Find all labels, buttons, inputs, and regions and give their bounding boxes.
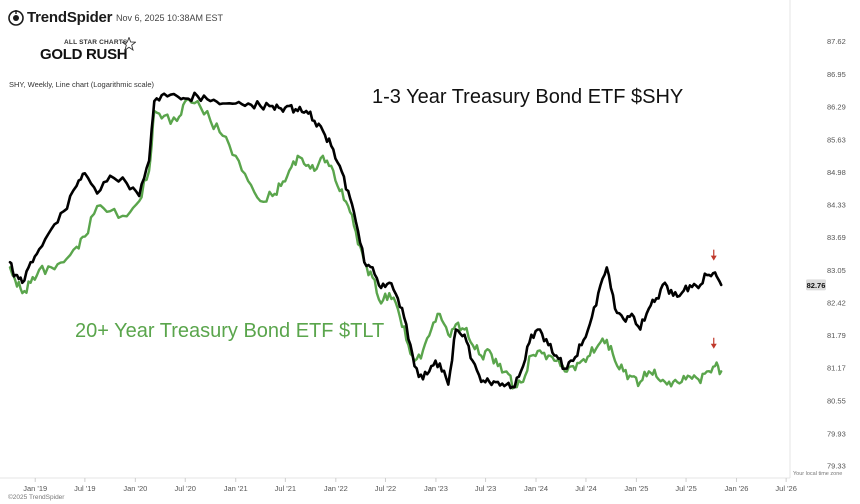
y-tick-label: 79.93 bbox=[827, 429, 846, 438]
x-axis: Jan '19 Jul '19 Jan '20 Jul '20 Jan '21 Jul '… bbox=[23, 478, 797, 493]
y-tick-label: 83.69 bbox=[827, 233, 846, 242]
last-price-label: 82.76 bbox=[807, 281, 826, 290]
brand-logo: TrendSpider bbox=[8, 9, 113, 26]
y-tick-label: 82.42 bbox=[827, 298, 846, 307]
y-tick-label: 81.17 bbox=[827, 364, 846, 373]
x-tick-label: Jul '22 bbox=[375, 484, 396, 493]
last-price-badge: 82.76 bbox=[806, 279, 826, 291]
series-group bbox=[8, 91, 723, 390]
y-tick-label: 87.62 bbox=[827, 37, 846, 46]
brand-name: TrendSpider bbox=[27, 9, 113, 26]
last-price-badge-box bbox=[806, 279, 826, 291]
down-arrow-icon bbox=[710, 343, 717, 349]
x-tick-label: Jul '19 bbox=[74, 484, 95, 493]
tlt-series-line bbox=[8, 97, 723, 390]
y-tick-label: 79.33 bbox=[827, 462, 846, 471]
x-tick-label: Jul '20 bbox=[175, 484, 196, 493]
y-tick-label: 86.95 bbox=[827, 70, 846, 79]
badge-top-text: ALL STAR CHARTS bbox=[64, 39, 128, 46]
badge-main-text: GOLD RUSH bbox=[40, 46, 128, 63]
down-arrow-icon bbox=[710, 255, 717, 261]
copyright: ©2025 TrendSpider bbox=[8, 493, 65, 501]
gold-rush-badge: ALL STAR CHARTS GOLD RUSH bbox=[40, 37, 140, 67]
x-tick-label: Jul '26 bbox=[775, 484, 796, 493]
shy-series-line bbox=[8, 91, 723, 390]
x-tick-label: Jan '25 bbox=[624, 484, 648, 493]
x-tick-label: Jan '24 bbox=[524, 484, 548, 493]
tlt-annotation: 20+ Year Treasury Bond ETF $TLT bbox=[75, 320, 384, 342]
y-tick-label: 86.29 bbox=[827, 103, 846, 112]
x-tick-label: Jan '19 bbox=[23, 484, 47, 493]
annotation-group: 1-3 Year Treasury Bond ETF $SHY 20+ Year … bbox=[75, 86, 683, 342]
trendspider-logo-icon bbox=[8, 9, 24, 26]
x-tick-label: Jan '20 bbox=[123, 484, 147, 493]
x-tick-label: Jul '24 bbox=[575, 484, 596, 493]
x-tick-label: Jan '21 bbox=[224, 484, 248, 493]
y-axis: 87.62 86.95 86.29 85.63 84.98 84.33 83.69 83.05… bbox=[827, 37, 846, 470]
y-tick-label: 84.98 bbox=[827, 168, 846, 177]
y-tick-label: 84.33 bbox=[827, 201, 846, 210]
x-tick-label: Jul '25 bbox=[675, 484, 696, 493]
chart-header: TrendSpider Nov 6, 2025 10:38AM EST ALL … bbox=[0, 0, 790, 95]
shy-annotation: 1-3 Year Treasury Bond ETF $SHY bbox=[372, 86, 683, 108]
chart-subtitle: SHY, Weekly, Line chart (Logarithmic sca… bbox=[9, 80, 155, 89]
x-tick-label: Jul '21 bbox=[275, 484, 296, 493]
chart-timestamp: Nov 6, 2025 10:38AM EST bbox=[116, 13, 224, 23]
x-tick-label: Jan '23 bbox=[424, 484, 448, 493]
marker-group bbox=[710, 249, 717, 349]
x-tick-label: Jan '22 bbox=[324, 484, 348, 493]
y-tick-label: 81.79 bbox=[827, 331, 846, 340]
timezone-note: Your local time zone bbox=[793, 471, 842, 477]
x-tick-label: Jul '23 bbox=[475, 484, 496, 493]
star-icon bbox=[122, 37, 136, 51]
y-tick-label: 83.05 bbox=[827, 266, 846, 275]
y-tick-label: 85.63 bbox=[827, 135, 846, 144]
y-tick-label: 80.55 bbox=[827, 396, 846, 405]
x-tick-label: Jan '26 bbox=[725, 484, 749, 493]
